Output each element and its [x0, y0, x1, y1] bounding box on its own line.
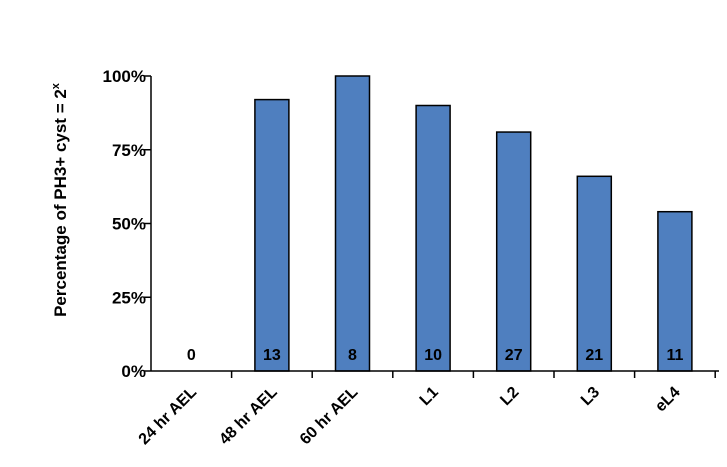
y-axis-label-text: Percentage of PH3+ cyst = 2: [51, 89, 70, 317]
bar-count-label-1: 13: [263, 347, 281, 364]
x-tick-label-3: L1: [417, 384, 442, 409]
y-tick-label-4: 100%: [103, 67, 146, 86]
y-tick-label-1: 25%: [112, 288, 146, 307]
y-tick-label-0: 0%: [121, 362, 146, 381]
y-tick-label-3: 75%: [112, 141, 146, 160]
bar-4: [495, 131, 532, 372]
bar-count-label-2: 8: [348, 347, 357, 364]
x-tick-label-0: 24 hr AEL: [136, 384, 201, 449]
y-axis-label-superscript: x: [50, 82, 62, 89]
bar-3: [415, 104, 451, 372]
bar-count-label-0: 0: [187, 347, 196, 364]
bar-count-label-4: 27: [505, 347, 523, 364]
x-tick-label-4: L2: [497, 384, 522, 409]
y-tick-label-2: 50%: [112, 215, 146, 234]
bar-count-label-5: 21: [585, 347, 603, 364]
x-tick-label-6: eL4: [652, 384, 684, 416]
bar-1: [254, 98, 290, 372]
x-tick-label-1: 48 hr AEL: [216, 384, 281, 449]
x-tick-label-2: 60 hr AEL: [297, 384, 362, 449]
bar-count-label-6: 11: [666, 347, 683, 364]
bar-2: [334, 75, 371, 372]
bar-count-label-3: 10: [424, 347, 442, 364]
x-tick-label-5: L3: [578, 384, 603, 409]
svg-text:Percentage of PH3+ cyst = 2x: Percentage of PH3+ cyst = 2x: [50, 82, 70, 317]
y-axis-label: Percentage of PH3+ cyst = 2x: [50, 82, 70, 317]
plot-area: 0 24 hr AEL 13 48 hr AEL 8 60 hr AEL 10 L1 27 L2 2…: [103, 67, 719, 448]
bar-5: [576, 175, 613, 372]
